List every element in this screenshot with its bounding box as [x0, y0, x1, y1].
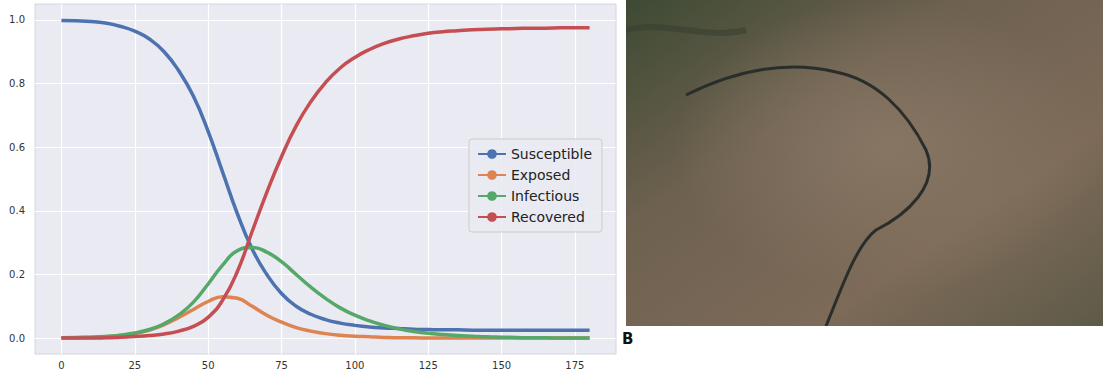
svg-text:175: 175: [565, 360, 584, 371]
svg-text:0.4: 0.4: [9, 205, 25, 216]
svg-text:Exposed: Exposed: [511, 167, 570, 183]
svg-text:0.6: 0.6: [9, 142, 25, 153]
svg-text:Susceptible: Susceptible: [511, 146, 592, 162]
svg-text:50: 50: [202, 360, 215, 371]
svg-text:0: 0: [58, 360, 64, 371]
svg-text:1.0: 1.0: [9, 14, 25, 25]
svg-text:75: 75: [275, 360, 288, 371]
svg-text:25: 25: [128, 360, 141, 371]
svg-text:0.0: 0.0: [9, 333, 25, 344]
svg-text:Recovered: Recovered: [511, 209, 585, 225]
svg-text:125: 125: [419, 360, 438, 371]
svg-text:0.8: 0.8: [9, 78, 25, 89]
svg-text:Infectious: Infectious: [511, 188, 579, 204]
svg-text:0.2: 0.2: [9, 269, 25, 280]
svg-text:150: 150: [492, 360, 511, 371]
svg-text:100: 100: [345, 360, 364, 371]
html-text:B: B: [622, 330, 634, 348]
